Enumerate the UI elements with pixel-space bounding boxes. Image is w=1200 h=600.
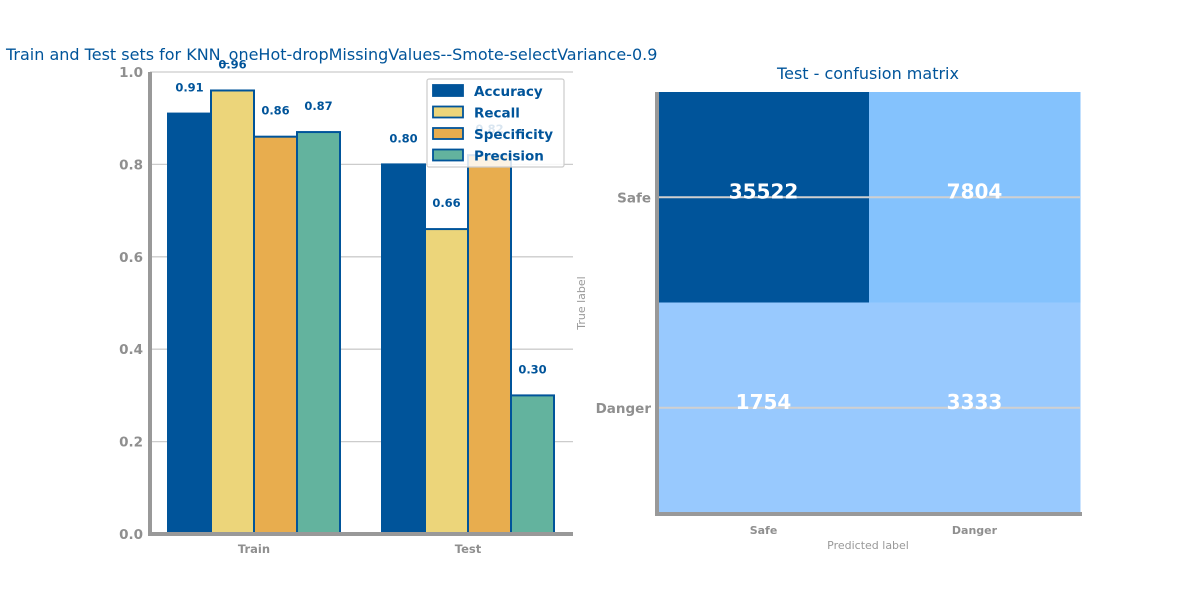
legend-box	[426, 78, 565, 168]
bar	[424, 228, 469, 536]
bar	[253, 135, 298, 535]
confusion-matrix-ylabel: True label	[575, 276, 588, 330]
y-tick-label: 0.0	[119, 527, 143, 543]
bar-value-label: 0.30	[518, 362, 546, 376]
bar-value-label: 0.91	[175, 81, 203, 95]
confusion-matrix-title: Test - confusion matrix	[776, 64, 959, 83]
bar-value-label: 0.66	[432, 196, 460, 210]
confusion-matrix-ticks: Safe Danger Safe Danger	[596, 190, 998, 537]
x-tick-label: Train	[238, 542, 270, 556]
confusion-matrix: 35522 7804 1754 3333 Safe Danger Safe Danger T…	[575, 64, 1082, 552]
bar	[381, 163, 426, 535]
bar-chart: 0.0 0.2 0.4 0.6 0.8 1.0 Train Test 0.91 0.80 0.9…	[5, 45, 657, 556]
confusion-matrix-gridlines	[658, 196, 1080, 409]
confusion-matrix-xlabel: Predicted label	[827, 539, 909, 552]
bar	[467, 154, 512, 535]
legend-label: Specificity	[474, 127, 553, 143]
bar-chart-title: Train and Test sets for KNN_oneHot-dropM…	[5, 45, 657, 65]
x-tick-label: Safe	[750, 524, 778, 537]
bar-chart-bars	[167, 89, 555, 536]
legend-swatch	[432, 84, 464, 97]
bar-chart-axes	[148, 72, 573, 536]
legend-label: Recall	[474, 106, 520, 122]
legend-swatch	[432, 127, 464, 140]
bar-value-label: 0.87	[304, 99, 332, 113]
legend-label: Accuracy	[474, 84, 543, 100]
y-tick-label: 1.0	[119, 65, 143, 81]
matrix-cell-value: 7804	[947, 179, 1003, 203]
bar-value-label: 0.86	[261, 104, 289, 118]
bar-chart-legend: Accuracy Recall Specificity Precision	[426, 78, 565, 168]
y-tick-label: 0.4	[119, 342, 143, 358]
bar-chart-x-ticks: Train Test	[238, 542, 482, 556]
y-tick-label: 0.8	[119, 157, 143, 173]
bar	[510, 394, 555, 535]
matrix-cell-value: 1754	[736, 390, 792, 414]
confusion-matrix-values: 35522 7804 1754 3333	[729, 179, 1003, 414]
bar-value-label: 0.80	[389, 131, 417, 145]
x-tick-label: Danger	[952, 524, 998, 537]
bar	[296, 131, 341, 535]
bar	[210, 89, 255, 535]
x-tick-label: Test	[455, 542, 482, 556]
legend-label: Precision	[474, 149, 544, 165]
y-tick-label: 0.6	[119, 250, 143, 266]
confusion-matrix-cells	[658, 92, 1081, 514]
y-tick-label: Danger	[596, 401, 652, 417]
matrix-cell-value: 3333	[947, 390, 1003, 414]
y-tick-label: 0.2	[119, 435, 143, 451]
y-tick-label: Safe	[617, 190, 651, 206]
legend-swatch	[432, 148, 464, 162]
bar-value-label: 0.96	[218, 57, 246, 71]
legend-swatch	[432, 105, 464, 119]
confusion-matrix-axes	[655, 92, 1082, 516]
matrix-cell-value: 35522	[729, 179, 799, 203]
bar	[167, 112, 212, 536]
bar-chart-y-ticks: 0.0 0.2 0.4 0.6 0.8 1.0	[119, 65, 143, 543]
